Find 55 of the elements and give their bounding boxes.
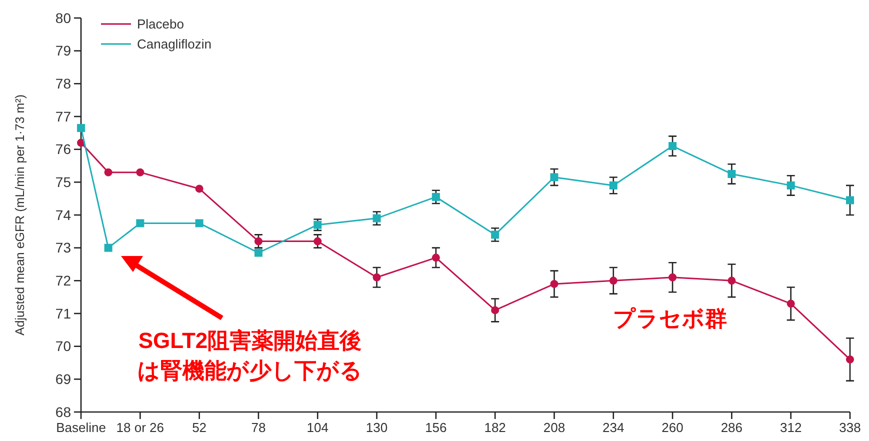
point [786,300,795,308]
x-tick-label: 156 [425,420,447,435]
point [136,168,144,176]
y-axis-title: Adjusted mean eGFR (mL/min per 1·73 m²) [13,94,27,336]
point [104,244,112,252]
y-tick-label: 75 [55,174,72,190]
y-tick-label: 74 [55,206,72,223]
point [550,173,558,182]
point [136,219,144,228]
x-tick-label: 18 or 26 [116,420,164,435]
point [728,170,736,178]
x-tick-label: 260 [662,420,684,435]
x-tick-label: 286 [720,420,743,435]
point [195,184,204,193]
point [728,276,736,285]
y-tick-label: 76 [55,141,72,158]
point [372,273,381,282]
point [104,168,112,176]
y-tick-label: 72 [55,272,72,289]
point [609,181,618,190]
point [846,355,854,364]
annotation: プラセボ群 [613,306,727,331]
x-tick-label: Baseline [56,420,106,435]
point [846,196,854,204]
x-tick-label: 208 [543,420,566,435]
point [609,276,618,285]
y-tick-label: 69 [55,371,72,388]
y-tick-label: 80 [55,10,72,26]
y-tick-label: 71 [55,305,72,322]
x-tick-label: 182 [484,420,506,435]
y-tick-label: 73 [55,240,72,256]
point [195,219,204,228]
y-tick-label: 79 [55,42,72,59]
x-tick-label: 338 [839,420,861,435]
point [254,248,262,257]
x-tick-label: 234 [602,420,624,435]
point [668,142,677,150]
legend-label: Placebo [137,16,184,32]
x-tick-label: 78 [251,420,266,435]
x-tick-label: 104 [306,420,328,435]
legend-label: Canagliflozin [137,36,212,52]
point [77,124,85,132]
y-tick-label: 68 [55,404,72,420]
x-tick-label: 52 [192,420,207,435]
x-tick-label: 130 [366,420,388,435]
y-tick-label: 77 [55,108,72,124]
y-tick-label: 78 [55,76,72,92]
point [786,181,795,190]
point [432,254,440,262]
point [491,306,500,314]
annotation: SGLT2阻害薬開始直後は腎機能が少し下がる [138,328,362,383]
y-tick-label: 70 [55,338,72,354]
x-tick-label: 312 [780,420,802,435]
point [550,280,558,288]
point [668,273,677,282]
